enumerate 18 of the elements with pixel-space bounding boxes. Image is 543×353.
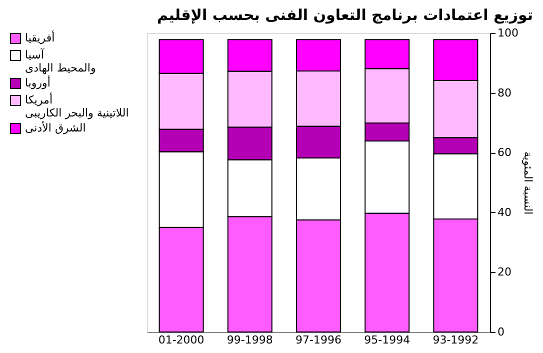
legend-label: الشرق الأدنى bbox=[25, 120, 86, 134]
x-tick-label: 99-1998 bbox=[226, 334, 273, 346]
chart-title: توزيع اعتمادات برنامج التعاون الفنى بحسب الإقليم bbox=[156, 6, 533, 24]
y-tick-label: 0 bbox=[498, 326, 504, 338]
x-tick-label: 01-2000 bbox=[158, 334, 204, 346]
x-tick-label: 93-1992 bbox=[432, 334, 479, 346]
x-tick-label: 95-1994 bbox=[364, 334, 410, 346]
legend-label: أفريقيا bbox=[25, 30, 55, 44]
y-tick-label: 60 bbox=[498, 146, 512, 160]
legend-label: أمريكا اللاتينية والبحر الكاريبى bbox=[25, 92, 129, 120]
legend-label: آسيا والمحيط الهادى bbox=[25, 48, 96, 74]
y-axis-title: النسبة المئوية bbox=[521, 152, 534, 214]
x-tick-label: 97-1996 bbox=[296, 334, 342, 346]
y-tick-label: 100 bbox=[498, 26, 518, 40]
y-tick-label: 20 bbox=[498, 266, 512, 279]
y-tick-label: 40 bbox=[498, 206, 512, 219]
legend-label: أوروبا bbox=[25, 76, 50, 90]
y-tick-label: 80 bbox=[498, 86, 512, 100]
